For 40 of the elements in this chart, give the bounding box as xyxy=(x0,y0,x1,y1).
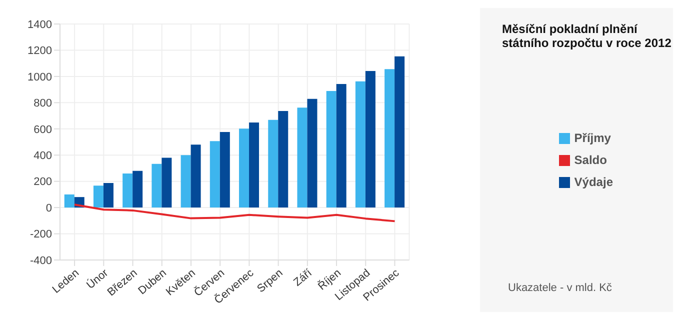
y-tick-label: 1200 xyxy=(28,45,52,58)
bar xyxy=(336,84,346,208)
y-tick-label: 600 xyxy=(34,124,52,136)
bar xyxy=(64,194,74,208)
bar xyxy=(210,141,220,208)
bar xyxy=(220,132,230,208)
y-tick-label: -400 xyxy=(30,254,52,267)
x-tick-label: Září xyxy=(292,266,316,289)
bar xyxy=(103,183,114,208)
y-tick-label: 400 xyxy=(34,150,52,162)
bar xyxy=(268,120,278,208)
legend-label: Saldo xyxy=(574,153,607,167)
y-tick-label: 200 xyxy=(34,176,52,188)
line-series xyxy=(74,204,396,222)
y-tick-label: 800 xyxy=(34,98,52,110)
y-tick-label: 0 xyxy=(46,202,52,214)
y-tick-label: -200 xyxy=(30,228,52,241)
bar xyxy=(162,158,172,208)
bar xyxy=(122,173,133,208)
y-tick-label: 1000 xyxy=(28,71,52,84)
y-tick-label: 1400 xyxy=(28,18,52,31)
bar xyxy=(326,91,336,208)
bar xyxy=(93,186,104,208)
bar xyxy=(190,144,201,208)
bar xyxy=(152,164,162,208)
text: Ukazatele - v mld. Kč xyxy=(508,282,612,294)
bar xyxy=(355,81,366,208)
bar xyxy=(307,98,318,208)
bar xyxy=(132,170,143,208)
bar xyxy=(384,69,395,208)
bar xyxy=(297,108,308,208)
bar xyxy=(239,128,250,208)
legend-label: Příjmy xyxy=(574,131,611,145)
bar xyxy=(278,111,288,208)
legend-label: Výdaje xyxy=(574,175,613,189)
bar xyxy=(394,56,405,208)
bar xyxy=(365,70,376,208)
bar xyxy=(249,122,260,208)
bar xyxy=(180,155,191,208)
text: Měsíční pokladní plnění státního rozpočtu v roce 2012 xyxy=(502,22,672,50)
